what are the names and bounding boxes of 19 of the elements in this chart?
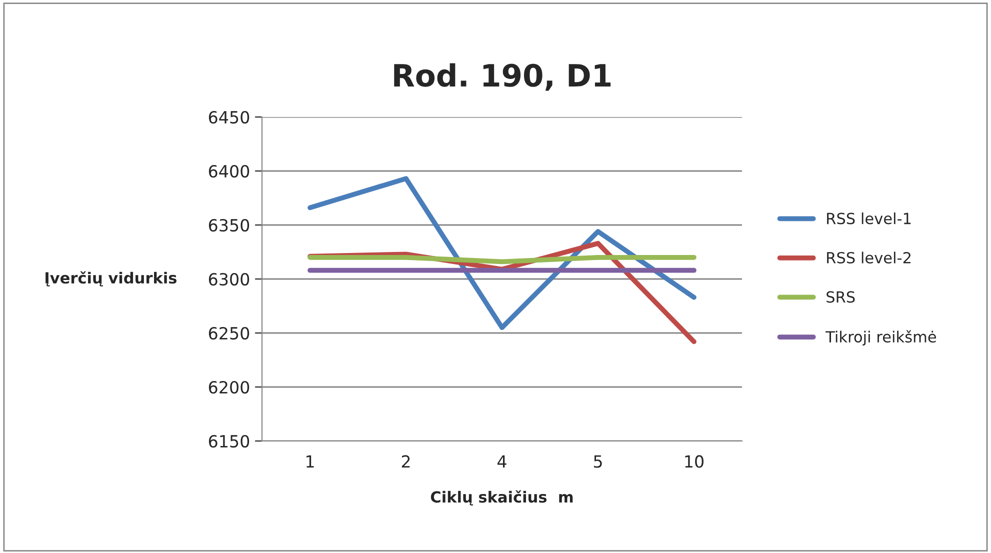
y-axis-title: Įverčių vidurkis	[46, 271, 176, 286]
y-tick-label: 6250	[208, 326, 250, 340]
legend-label: RSS level-1	[827, 212, 911, 224]
y-tick-label: 6400	[208, 164, 250, 178]
y-tick-label: 6300	[208, 272, 250, 286]
x-axis-title: Ciklų skaičius m	[430, 490, 573, 506]
chart-title: Rod. 190, D1	[394, 63, 611, 91]
y-tick-label: 6200	[208, 380, 250, 394]
x-tick-label: 2	[402, 455, 410, 468]
x-tick-label: 1	[306, 455, 314, 468]
legend-label: Tikroji reikšmė	[826, 330, 936, 346]
y-tick-label: 6450	[208, 110, 250, 124]
y-tick-label: 6350	[208, 218, 250, 232]
x-tick-label: 4	[498, 455, 506, 468]
x-tick-label: 10	[685, 455, 704, 468]
legend-label: SRS	[826, 291, 855, 303]
x-tick-label: 5	[594, 455, 602, 468]
legend-label: RSS level-2	[827, 252, 910, 264]
y-tick-label: 6150	[208, 434, 250, 448]
